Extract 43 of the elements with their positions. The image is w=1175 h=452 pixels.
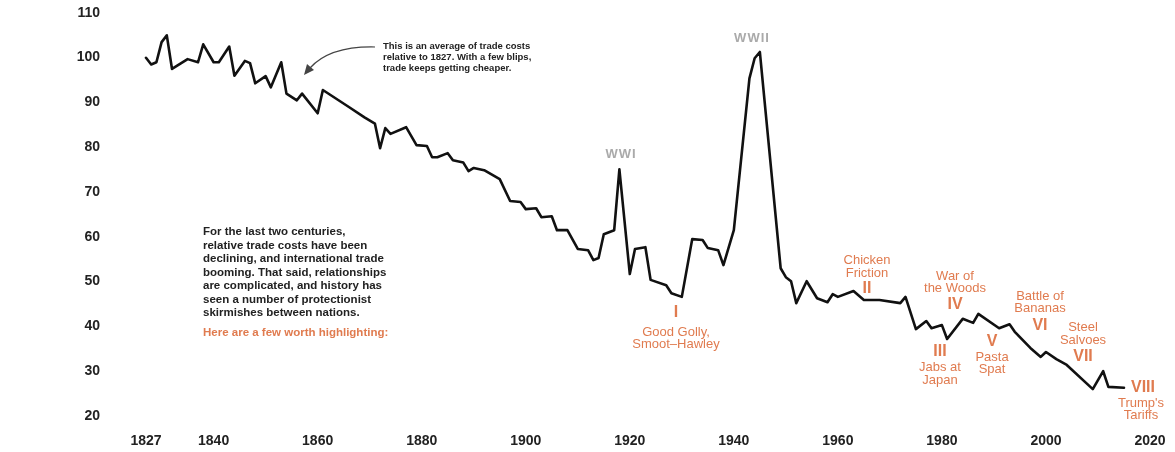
annotation: Pasta Spat [975,349,1010,377]
annotation: III [933,342,947,360]
annotation: I [673,303,679,321]
annotation: Steel Salvoes [1059,319,1107,348]
y-tick-label: 60 [84,227,101,244]
line-series [144,34,1126,391]
x-tick-label: 1960 [822,431,854,448]
x-tick-label: 1860 [302,431,334,448]
x-tick-label: 2020 [1134,431,1166,448]
annotation: Good Golly, Smoot–Hawley [632,324,721,352]
y-tick-label: 90 [84,93,101,110]
x-tick-label: 1880 [406,431,438,448]
x-tick-label: 2000 [1030,431,1062,448]
annotation: Chicken Friction [843,252,891,281]
annotation: War of the Woods [924,268,987,296]
y-tick-label: 70 [84,182,101,199]
y-tick-label: 40 [84,317,101,334]
annotation: For the last two centuries, relative trade costs have been declining, and international trade booming. That said, relationships are complicated, and history has seen a number of protectionist skirmishes between nations. [203,225,387,319]
annotation: This is an average of trade costs relative to 1827. With a few blips, trade keeps getting cheaper. [383,39,532,73]
annotation: Trump's Tariffs [1117,395,1165,423]
annotation: VII [1073,347,1093,365]
annotation: Here are a few worth highlighting: [203,326,389,339]
annotation: Battle of Bananas [1014,288,1067,316]
annotation: IV [947,295,963,313]
x-tick-label: 1827 [130,431,162,448]
x-tick-label: 1840 [198,431,230,448]
annotation: II [862,279,872,297]
x-tick-label: 1920 [614,431,646,448]
annotation: VI [1032,316,1048,334]
annotation: VIII [1130,378,1156,396]
y-tick-label: 110 [77,3,101,20]
y-tick-label: 50 [84,272,101,289]
annotation: WWI [605,146,637,162]
y-tick-label: 80 [84,138,101,155]
x-tick-label: 1900 [510,431,542,448]
annotation: WWII [734,30,770,46]
y-tick-label: 100 [76,48,101,65]
y-tick-label: 30 [84,361,101,378]
annotation: V [986,332,998,350]
x-tick-label: 1940 [718,431,750,448]
y-tick-label: 20 [84,406,101,423]
x-tick-label: 1980 [926,431,958,448]
annotation: Jabs at Japan [919,359,962,388]
